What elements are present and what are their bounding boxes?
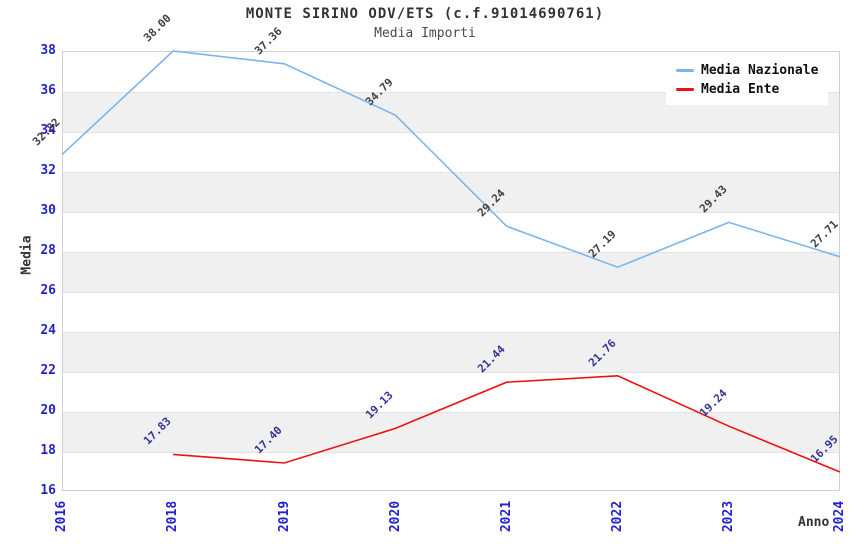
legend: Media Nazionale Media Ente — [666, 55, 829, 105]
grid-line — [63, 372, 839, 373]
series-line — [173, 374, 841, 473]
y-tick-label: 18 — [40, 443, 56, 458]
legend-label: Media Nazionale — [701, 63, 819, 78]
y-tick-label: 20 — [40, 403, 56, 418]
y-tick-label: 34 — [40, 123, 56, 138]
grid-line — [63, 92, 839, 93]
legend-label: Media Ente — [701, 82, 780, 97]
legend-line-icon — [676, 69, 694, 72]
plot-band — [63, 172, 839, 212]
y-tick-label: 24 — [40, 323, 56, 338]
plot-band — [63, 332, 839, 372]
plot-area — [62, 51, 840, 491]
chart-subtitle: Media Importi — [374, 26, 476, 41]
grid-line — [63, 332, 839, 333]
grid-line — [63, 252, 839, 253]
grid-line — [63, 452, 839, 453]
grid-line — [63, 212, 839, 213]
y-tick-label: 30 — [40, 203, 56, 218]
series-line — [61, 50, 841, 269]
chart-title: MONTE SIRINO ODV/ETS (c.f.91014690761) — [245, 6, 605, 22]
y-tick-label: 26 — [40, 283, 56, 298]
y-tick-label: 36 — [40, 83, 56, 98]
y-tick-label: 22 — [40, 363, 56, 378]
x-axis-title: Anno — [798, 515, 830, 530]
legend-item[interactable]: Media Nazionale — [676, 63, 818, 78]
y-tick-label: 16 — [40, 483, 56, 498]
plot-band — [63, 252, 839, 292]
y-tick-label: 32 — [40, 163, 56, 178]
plot-band — [63, 412, 839, 452]
legend-line-icon — [676, 88, 694, 91]
grid-line — [63, 172, 839, 173]
grid-line — [63, 412, 839, 413]
legend-item[interactable]: Media Ente — [676, 82, 818, 97]
y-tick-label: 38 — [40, 43, 56, 58]
grid-line — [63, 132, 839, 133]
grid-line — [63, 292, 839, 293]
y-tick-label: 28 — [40, 243, 56, 258]
